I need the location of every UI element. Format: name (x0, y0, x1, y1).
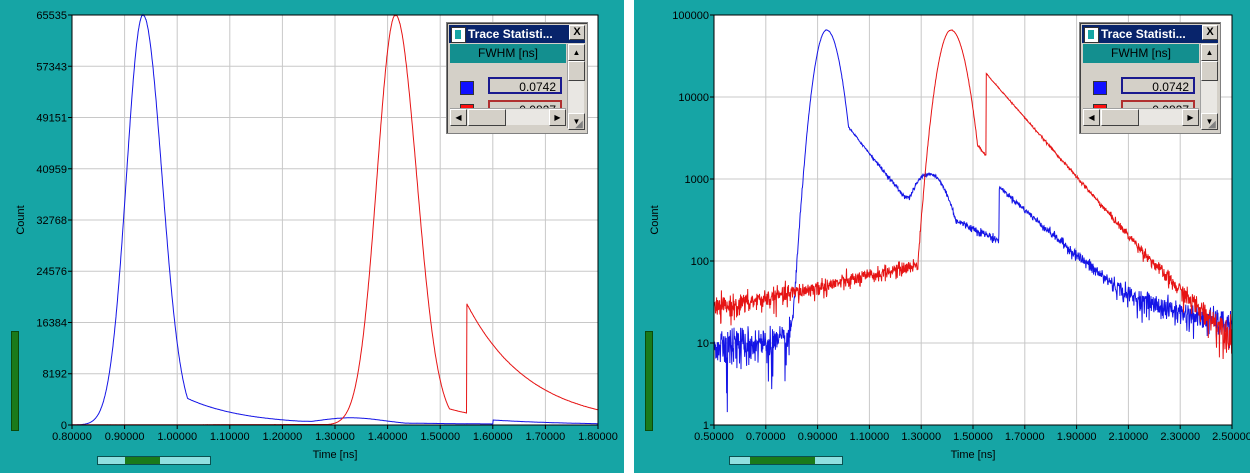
x-tick-label: 2.10000 (1109, 431, 1149, 443)
x-tick-label: 0.50000 (694, 431, 734, 443)
y-tick-label: 8192 (43, 369, 67, 381)
app-icon (1084, 27, 1099, 43)
y-tick-label: 1000 (685, 174, 709, 186)
scroll-left-arrow-icon[interactable]: ◀ (1083, 109, 1100, 126)
x-tick-label: 1.20000 (263, 431, 303, 443)
x-tick-label: 0.80000 (52, 431, 92, 443)
stats-vscroll-thumb[interactable] (1201, 61, 1218, 81)
fwhm-header: FWHM [ns] (1083, 44, 1199, 63)
left-vertical-scroll-indicator[interactable] (11, 331, 19, 431)
x-tick-label: 1.40000 (368, 431, 408, 443)
y-axis-label: Count (15, 205, 27, 234)
y-tick-label: 10 (697, 338, 709, 350)
y-tick-label: 65535 (36, 10, 67, 22)
stats-vscroll-thumb[interactable] (568, 61, 585, 81)
y-tick-label: 100000 (672, 10, 709, 22)
x-axis-label: Time [ns] (313, 449, 358, 461)
y-tick-label: 16384 (36, 317, 67, 329)
right-vertical-scroll-indicator[interactable] (645, 331, 653, 431)
x-tick-label: 1.50000 (953, 431, 993, 443)
blue-swatch (1093, 81, 1107, 95)
x-tick-label: 1.00000 (157, 431, 197, 443)
left-horizontal-scrollbar[interactable] (97, 456, 211, 465)
blue-swatch (460, 81, 474, 95)
x-tick-label: 1.70000 (1005, 431, 1045, 443)
scroll-down-arrow-icon[interactable]: ▼ (568, 113, 585, 130)
fwhm-header: FWHM [ns] (450, 44, 566, 63)
y-tick-label: 10000 (678, 92, 709, 104)
red-trace (713, 29, 1233, 360)
stats-row-blue: 0.0742 (450, 76, 566, 98)
x-tick-label: 1.50000 (420, 431, 460, 443)
blue-trace (72, 13, 598, 426)
stats-horizontal-scrollbar[interactable]: ◀ ▶ (450, 108, 566, 126)
x-tick-label: 1.10000 (210, 431, 250, 443)
stats-titlebar[interactable]: Trace Statisti... (449, 25, 585, 43)
right-scroll-thumb[interactable] (750, 457, 815, 464)
y-tick-label: 32768 (36, 215, 67, 227)
x-tick-label: 1.60000 (473, 431, 513, 443)
x-tick-label: 1.30000 (901, 431, 941, 443)
y-tick-label: 100 (691, 256, 709, 268)
stats-title: Trace Statisti... (468, 27, 553, 41)
fwhm-value-blue: 0.0742 (1121, 77, 1195, 94)
x-axis-label: Time [ns] (951, 449, 996, 461)
right-panel: 0.50000 0.70000 0.90000 1.10000 1.30000 1.500… (634, 0, 1250, 473)
blue-trace (713, 29, 1233, 413)
x-tick-label: 1.90000 (1057, 431, 1097, 443)
scroll-up-arrow-icon[interactable]: ▲ (1201, 44, 1218, 61)
scroll-right-arrow-icon[interactable]: ▶ (549, 109, 566, 126)
y-tick-label: 24576 (36, 266, 67, 278)
app-icon (451, 27, 466, 43)
y-tick-label: 40959 (36, 164, 67, 176)
y-tick-label: 0 (61, 420, 67, 432)
x-tick-label: 1.80000 (578, 431, 618, 443)
y-axis-label: Count (649, 205, 661, 234)
left-scroll-thumb[interactable] (125, 457, 160, 464)
stats-vertical-scrollbar[interactable]: ▲ ▼ (1200, 44, 1218, 130)
x-tick-label: 2.30000 (1160, 431, 1200, 443)
x-tick-label: 1.70000 (526, 431, 566, 443)
x-tick-label: 2.50000 (1212, 431, 1250, 443)
x-tick-label: 0.90000 (798, 431, 838, 443)
scroll-left-arrow-icon[interactable]: ◀ (450, 109, 467, 126)
scroll-right-arrow-icon[interactable]: ▶ (1182, 109, 1199, 126)
trace-statistics-window-right[interactable]: Trace Statisti... X FWHM [ns] 0.0742 0.0… (1079, 22, 1221, 134)
stats-title: Trace Statisti... (1101, 27, 1186, 41)
stats-horizontal-scrollbar[interactable]: ◀ ▶ (1083, 108, 1199, 126)
resize-grip-icon[interactable]: ◢ (575, 119, 583, 130)
stats-hscroll-thumb[interactable] (1101, 109, 1139, 126)
stats-vertical-scrollbar[interactable]: ▲ ▼ (567, 44, 585, 130)
stats-titlebar[interactable]: Trace Statisti... (1082, 25, 1218, 43)
scroll-down-arrow-icon[interactable]: ▼ (1201, 113, 1218, 130)
x-tick-label: 0.90000 (105, 431, 145, 443)
close-button[interactable]: X (1202, 25, 1218, 40)
y-tick-label: 49151 (36, 113, 67, 125)
fwhm-value-blue: 0.0742 (488, 77, 562, 94)
resize-grip-icon[interactable]: ◢ (1208, 119, 1216, 130)
scroll-up-arrow-icon[interactable]: ▲ (568, 44, 585, 61)
right-horizontal-scrollbar[interactable] (729, 456, 843, 465)
y-tick-label: 57343 (36, 61, 67, 73)
panel-divider (624, 0, 634, 473)
x-tick-label: 1.10000 (850, 431, 890, 443)
stats-hscroll-thumb[interactable] (468, 109, 506, 126)
x-tick-label: 1.30000 (315, 431, 355, 443)
x-tick-label: 0.70000 (746, 431, 786, 443)
y-tick-label: 1 (703, 420, 709, 432)
close-button[interactable]: X (569, 25, 585, 40)
stats-row-blue: 0.0742 (1083, 76, 1199, 98)
trace-statistics-window-left[interactable]: Trace Statisti... X FWHM [ns] 0.0742 0.0… (446, 22, 588, 134)
left-panel: 0.80000 0.90000 1.00000 1.10000 1.20000 1.300… (0, 0, 624, 473)
